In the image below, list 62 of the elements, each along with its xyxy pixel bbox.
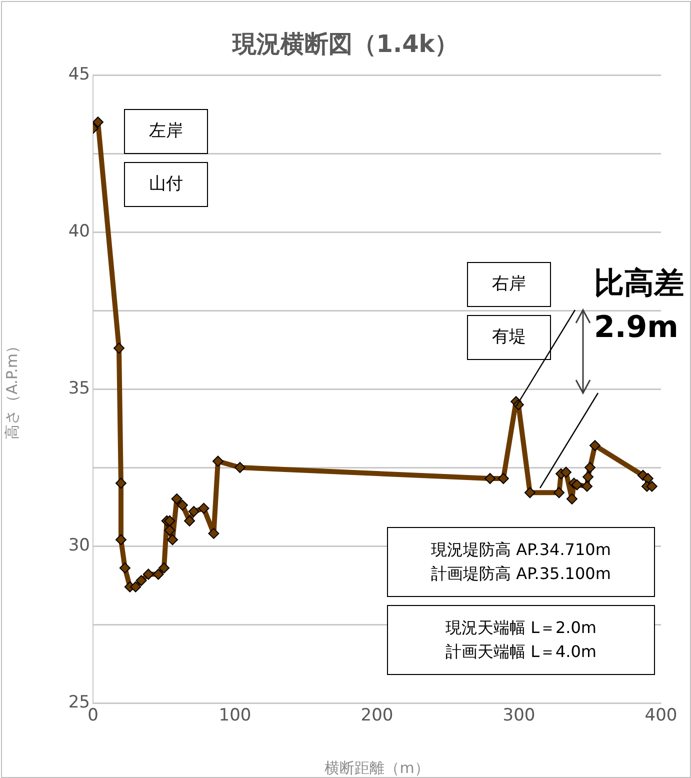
point — [484, 472, 496, 484]
annotation: 有堤 — [492, 326, 526, 349]
y-tick-label: 45 — [68, 64, 90, 84]
point — [152, 568, 164, 580]
annotation: 計画堤防高 AP.35.100m — [431, 563, 611, 585]
y-tick-label: 30 — [68, 535, 90, 556]
point — [498, 472, 509, 484]
x-tick-label: 100 — [218, 706, 252, 726]
point — [208, 528, 220, 539]
y-axis-title: 高さ（A.P.m） — [2, 338, 21, 440]
point — [164, 524, 176, 536]
x-tick-label: 0 — [88, 706, 98, 726]
point — [584, 462, 596, 473]
point — [188, 506, 200, 517]
point — [171, 493, 182, 504]
annotation: 計画天端幅 L＝4.0m — [445, 641, 597, 663]
y-tick-label: 25 — [68, 692, 90, 712]
point — [642, 472, 654, 484]
point — [136, 575, 147, 586]
x-tick-label: 300 — [502, 706, 536, 726]
point — [158, 562, 170, 574]
point — [571, 479, 582, 490]
point — [130, 581, 142, 592]
point — [115, 478, 126, 489]
point — [566, 493, 578, 504]
annotation: 山付 — [149, 172, 183, 196]
point — [582, 480, 593, 492]
point — [176, 500, 188, 511]
point — [142, 568, 154, 580]
chart-title: 現況横断図（1.4k） — [230, 29, 460, 60]
point — [119, 562, 130, 574]
note-box: 有堤 — [467, 315, 551, 360]
point — [198, 502, 210, 514]
note-box: 左岸 — [124, 109, 208, 154]
annotation: 現況堤防高 AP.34.710m — [431, 539, 611, 561]
note-box: 右岸 — [467, 262, 551, 307]
annotation: 現況天端幅 L＝2.0m — [445, 617, 597, 639]
point — [184, 515, 196, 526]
point — [554, 487, 565, 498]
point — [589, 440, 600, 452]
note-box: 現況天端幅 L＝2.0m 計画天端幅 L＝4.0m — [387, 605, 655, 675]
x-tick-label: 200 — [360, 706, 394, 726]
annotation: 左岸 — [149, 120, 183, 143]
y-tick-label: 40 — [68, 221, 90, 242]
point — [646, 480, 658, 492]
annotation: 比高差 2.9m — [594, 265, 685, 347]
point — [560, 466, 572, 478]
annotation: 右岸 — [492, 272, 526, 296]
y-tick-label: 35 — [68, 378, 90, 398]
point — [115, 534, 126, 546]
point — [93, 116, 104, 128]
point — [167, 534, 178, 546]
point — [234, 462, 246, 473]
point — [113, 342, 124, 354]
point — [164, 515, 176, 526]
x-tick-label: 400 — [644, 706, 678, 726]
point — [582, 471, 594, 482]
note-box: 山付 — [124, 162, 208, 207]
note-box: 現況堤防高 AP.34.710m 計画堤防高 AP.35.100m — [387, 527, 655, 597]
point — [524, 487, 536, 498]
point — [212, 456, 224, 467]
x-axis-title: 横断距離（m） — [324, 758, 430, 777]
